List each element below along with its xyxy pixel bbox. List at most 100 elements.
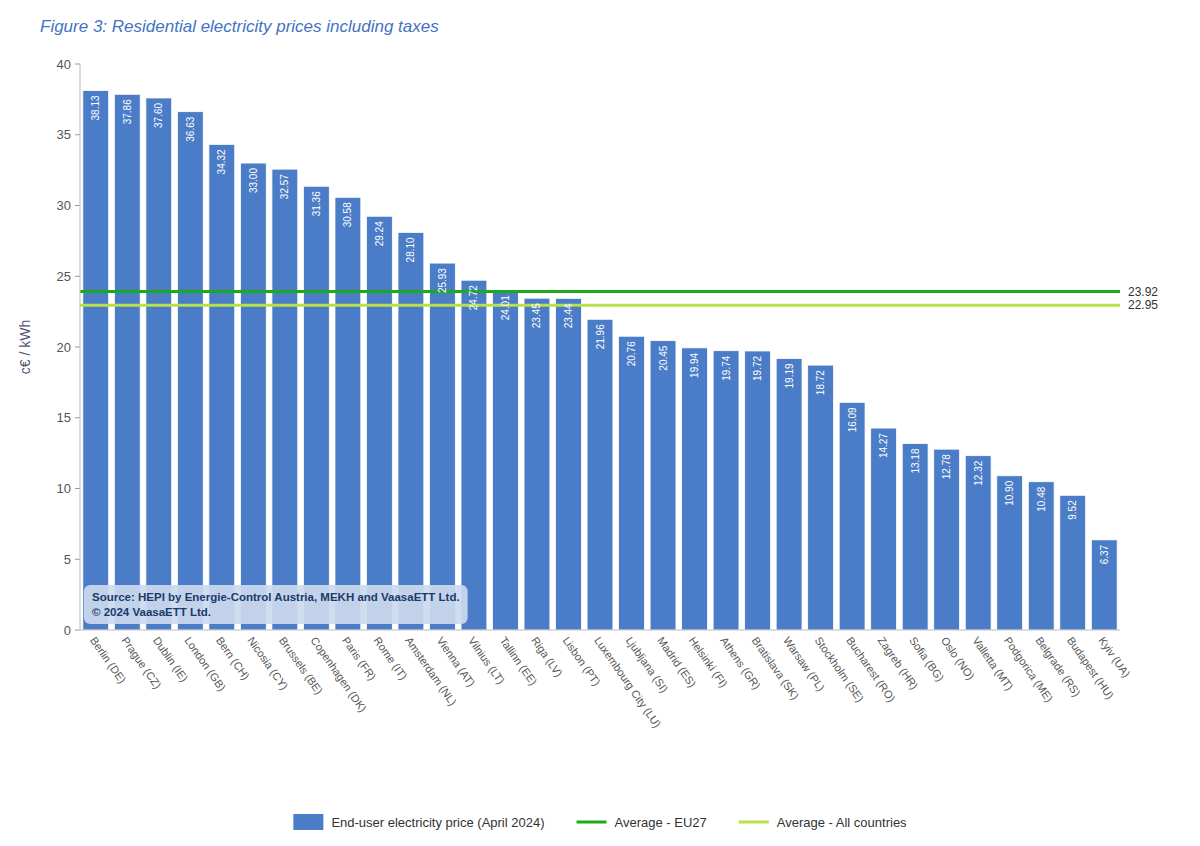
bar [745, 351, 771, 630]
legend-label: End-user electricity price (April 2024) [331, 815, 544, 830]
bar [430, 263, 456, 630]
data-label: 24.01 [500, 295, 511, 320]
annotation-box [84, 585, 468, 624]
reference-line [80, 290, 1120, 293]
reference-labels: 23.9222.95 [1128, 285, 1158, 313]
data-label: 24.72 [468, 285, 479, 310]
tick-label: 15 [57, 410, 71, 425]
legend-label: Average - EU27 [615, 815, 707, 830]
y-axis-line [80, 64, 81, 630]
data-labels: 38.1337.8637.6036.6334.3233.0032.5731.36… [90, 95, 1109, 564]
legend: End-user electricity price (April 2024) A… [293, 814, 907, 830]
tick-mark [75, 205, 80, 206]
data-label: 31.36 [311, 191, 322, 216]
bar [587, 319, 613, 630]
data-label: 19.72 [752, 356, 763, 381]
tick-label: 40 [57, 57, 71, 72]
annotation-line: Source: HEPI by Energie-Control Austria,… [92, 591, 460, 603]
bar [997, 476, 1023, 630]
tick-mark [75, 64, 80, 65]
legend-swatch [577, 821, 607, 824]
data-label: 29.24 [374, 221, 385, 246]
data-label: 23.44 [563, 303, 574, 328]
tick-label: 5 [64, 552, 71, 567]
data-label: 20.45 [658, 345, 669, 370]
bar [114, 94, 140, 630]
x-axis-line [80, 630, 1120, 631]
bar [556, 298, 582, 630]
bar [1028, 482, 1054, 630]
tick-mark [75, 559, 80, 560]
legend-item: Average - All countries [739, 815, 907, 830]
x-axis: Berlin (DE)Prague (CZ)Dublin (IE)London … [88, 635, 1133, 730]
bar [871, 428, 897, 630]
data-label: 10.48 [1036, 486, 1047, 511]
legend-swatch [739, 821, 769, 824]
data-label: 19.19 [784, 363, 795, 388]
y-axis-label: c€ / kWh [17, 320, 33, 374]
bar [965, 456, 991, 630]
reference-label: 23.92 [1128, 285, 1158, 299]
data-label: 21.96 [595, 324, 606, 349]
tick-label: Copenhagen (DK) [308, 635, 369, 715]
data-label: 37.60 [153, 103, 164, 128]
tick-label: 10 [57, 481, 71, 496]
data-label: 14.27 [878, 433, 889, 458]
bar [335, 197, 361, 630]
data-label: 25.93 [437, 268, 448, 293]
tick-label: 35 [57, 127, 71, 142]
tick-label: 0 [64, 623, 71, 638]
annotation: Source: HEPI by Energie-Control Austria,… [84, 585, 468, 624]
data-label: 38.13 [90, 95, 101, 120]
bar [713, 351, 739, 630]
legend-item: End-user electricity price (April 2024) [293, 814, 544, 830]
data-label: 12.32 [973, 460, 984, 485]
bar [461, 280, 487, 630]
bar [209, 144, 235, 630]
data-label: 20.76 [626, 341, 637, 366]
data-label: 37.86 [122, 99, 133, 124]
chart: Figure 3: Residential electricity prices… [0, 0, 1200, 846]
bar [902, 444, 928, 630]
bar [1060, 495, 1086, 630]
legend-swatch [293, 814, 323, 830]
data-label: 33.00 [248, 168, 259, 193]
annotation-text: Source: HEPI by Energie-Control Austria,… [92, 591, 460, 618]
tick-mark [75, 488, 80, 489]
data-label: 13.18 [910, 448, 921, 473]
bar [650, 341, 676, 630]
bar [808, 365, 834, 630]
bar [934, 449, 960, 630]
y-axis: 0510152025303540 [57, 57, 80, 638]
legend-label: Average - All countries [777, 815, 907, 830]
tick-label: 20 [57, 340, 71, 355]
data-label: 19.94 [689, 352, 700, 377]
bar [272, 169, 298, 630]
tick-mark [75, 347, 80, 348]
tick-label: 25 [57, 269, 71, 284]
bar [682, 348, 708, 630]
title: Figure 3: Residential electricity prices… [40, 17, 439, 36]
plot-marks [80, 90, 1120, 630]
data-label: 9.52 [1067, 500, 1078, 520]
annotation-line: © 2024 VaasaETT Ltd. [92, 606, 211, 618]
bar [240, 163, 266, 630]
data-label: 28.10 [405, 237, 416, 262]
bar [177, 112, 203, 630]
data-label: 36.63 [185, 116, 196, 141]
tick-mark [75, 276, 80, 277]
tick-mark [75, 630, 80, 631]
tick-mark [75, 417, 80, 418]
data-label: 23.45 [531, 303, 542, 328]
bar [493, 290, 519, 630]
bar [366, 216, 392, 630]
data-label: 34.32 [216, 149, 227, 174]
reference-label: 22.95 [1128, 298, 1158, 312]
bar [303, 186, 329, 630]
data-label: 30.58 [342, 202, 353, 227]
reference-line [80, 304, 1120, 307]
tick-label: Riga (LV) [529, 635, 565, 679]
bar [146, 98, 172, 630]
bar [839, 402, 865, 630]
data-label: 12.78 [941, 454, 952, 479]
